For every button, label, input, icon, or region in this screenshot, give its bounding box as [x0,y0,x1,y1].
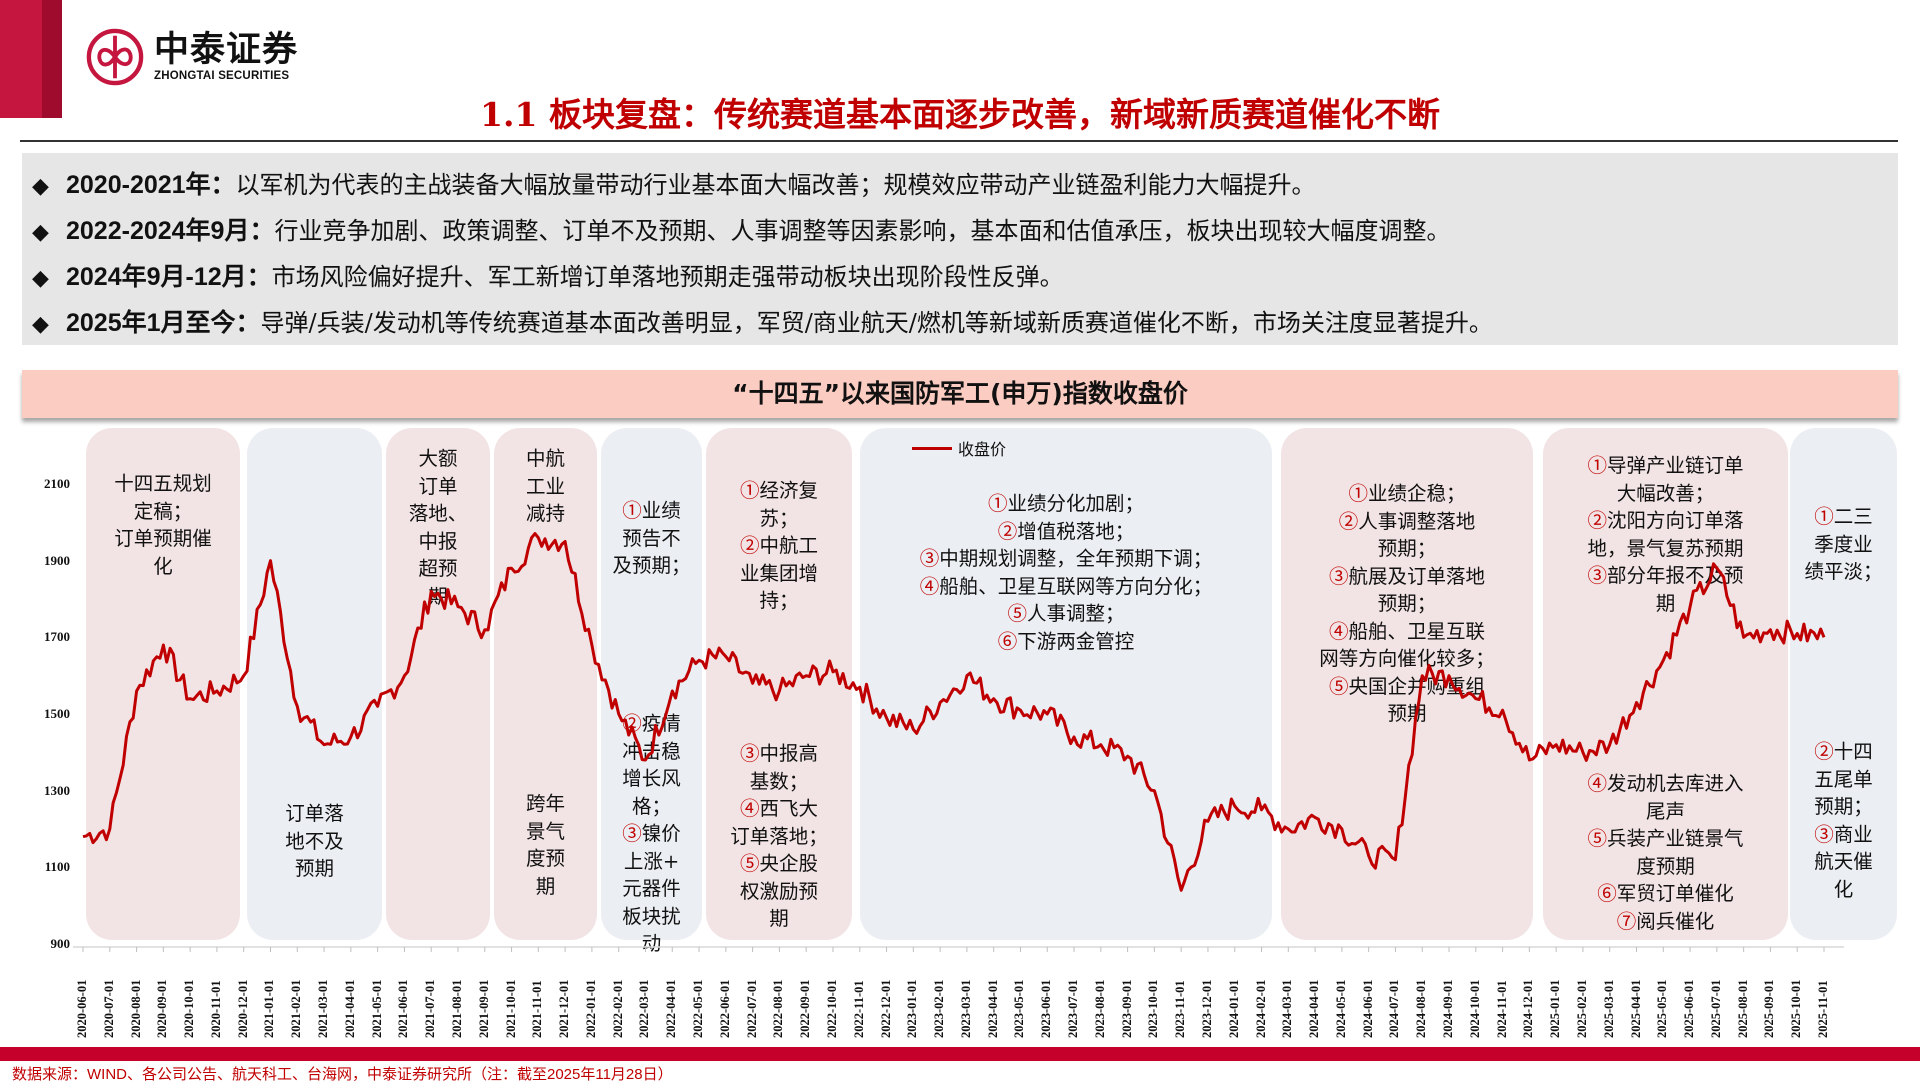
page-title: 1.1 板块复盘：传统赛道基本面逐步改善，新域新质赛道催化不断 [480,95,1440,134]
close-price-line [82,532,1826,892]
logo-name-en: ZHONGTAI SECURITIES [154,70,290,82]
legend-line-icon [912,446,952,450]
y-tick-label: 1300 [44,782,70,798]
annotation-text: ②疫情 冲击稳 增长风 格； ③镍价 上涨+ 元器件 板块扰 动 [622,712,681,955]
annotation-text: 中航 工业 减持 [525,447,565,525]
annotation-box [601,428,702,940]
y-tick-label: 900 [50,936,71,951]
bullet-item: ◆ 2022-2024年9月：行业竞争加剧、政策调整、订单不及预期、人事调整等因素… [32,217,1451,245]
annotation-box [1543,428,1788,940]
logo-name-cn: 中泰证券 [154,30,299,70]
annotation-box [860,428,1272,940]
annotation-text: 跨年 景气 度预 期 [525,792,565,898]
y-tick-label: 1100 [44,859,70,875]
annotation-text: ①经济复 苏； ②中航工 业集团增 持； [739,479,819,612]
chart-legend: 收盘价 [912,436,1006,460]
annotation-text: ③中报高 基数； ④西飞大 订单落地； ⑤央企股 权激励预 期 [730,742,828,930]
y-tick-label: 1900 [44,552,70,568]
footer-bar [0,1047,1920,1061]
annotation-box [494,428,597,940]
annotation-box [1790,428,1897,940]
brand-bar-primary [0,0,42,118]
annotation-text: ①二三 季度业 绩平淡； [1804,505,1883,583]
summary-bullets: ◆ 2020-2021年：以军机为代表的主战装备大幅放量带动行业基本面大幅改善；规… [22,153,1898,345]
zhongtai-logo-icon [86,28,144,86]
data-source-note: 数据来源：WIND、各公司公告、航天科工、台海网，中泰证券研究所（注：截至202… [12,1066,673,1083]
diamond-bullet-icon: ◆ [32,219,49,244]
annotation-text: ①业绩 预告不 及预期； [612,499,691,577]
brand-bar-dark [42,0,62,118]
annotation-text: ①业绩企稳； ②人事调整落地 预期； ③航展及订单落地 预期； ④船舶、卫星互联… [1319,482,1495,725]
diamond-bullet-icon: ◆ [32,173,49,198]
legend-label: 收盘价 [958,440,1007,459]
diamond-bullet-icon: ◆ [32,265,49,290]
bullet-item: ◆ 2020-2021年：以军机为代表的主战装备大幅放量带动行业基本面大幅改善；规… [32,171,1316,199]
annotation-box [86,428,240,940]
annotation-box [386,428,490,940]
chart-title-bar: “十四五”以来国防军工(申万)指数收盘价 [22,370,1898,418]
annotation-box [706,428,852,940]
annotation-text: ④发动机去库进入 尾声 ⑤兵装产业链景气 度预期 ⑥军贸订单催化 ⑦阅兵催化 [1587,772,1744,933]
diamond-bullet-icon: ◆ [32,311,49,336]
company-logo: 中泰证券 ZHONGTAI SECURITIES [86,26,298,88]
annotation-box [1281,428,1533,940]
header-divider [20,140,1898,142]
annotation-box [247,428,382,940]
annotation-text: ②十四 五尾单 预期； ③商业 航天催 化 [1814,740,1873,901]
annotation-text: ①业绩分化加剧； ②增值税落地； ③中期规划调整，全年预期下调； ④船舶、卫星互… [919,492,1213,653]
y-tick-label: 1500 [44,706,70,721]
annotation-text: 订单落 地不及 预期 [285,802,344,880]
y-tick-label: 2100 [44,476,70,491]
bullet-item: ◆ 2025年1月至今：导弹/兵装/发动机等传统赛道基本面改善明显，军贸/商业航天… [32,309,1493,337]
y-tick-label: 1700 [44,629,70,645]
annotation-text: 十四五规划 定稿； 订单预期催 化 [114,472,212,578]
chart-title: “十四五”以来国防军工(申万)指数收盘价 [732,379,1188,408]
bullet-item: ◆ 2024年9月-12月：市场风险偏好提升、军工新增订单落地预期走强带动板块出现… [32,263,1064,291]
annotation-text: 大额 订单 落地、 中报 超预 期 [408,447,468,608]
